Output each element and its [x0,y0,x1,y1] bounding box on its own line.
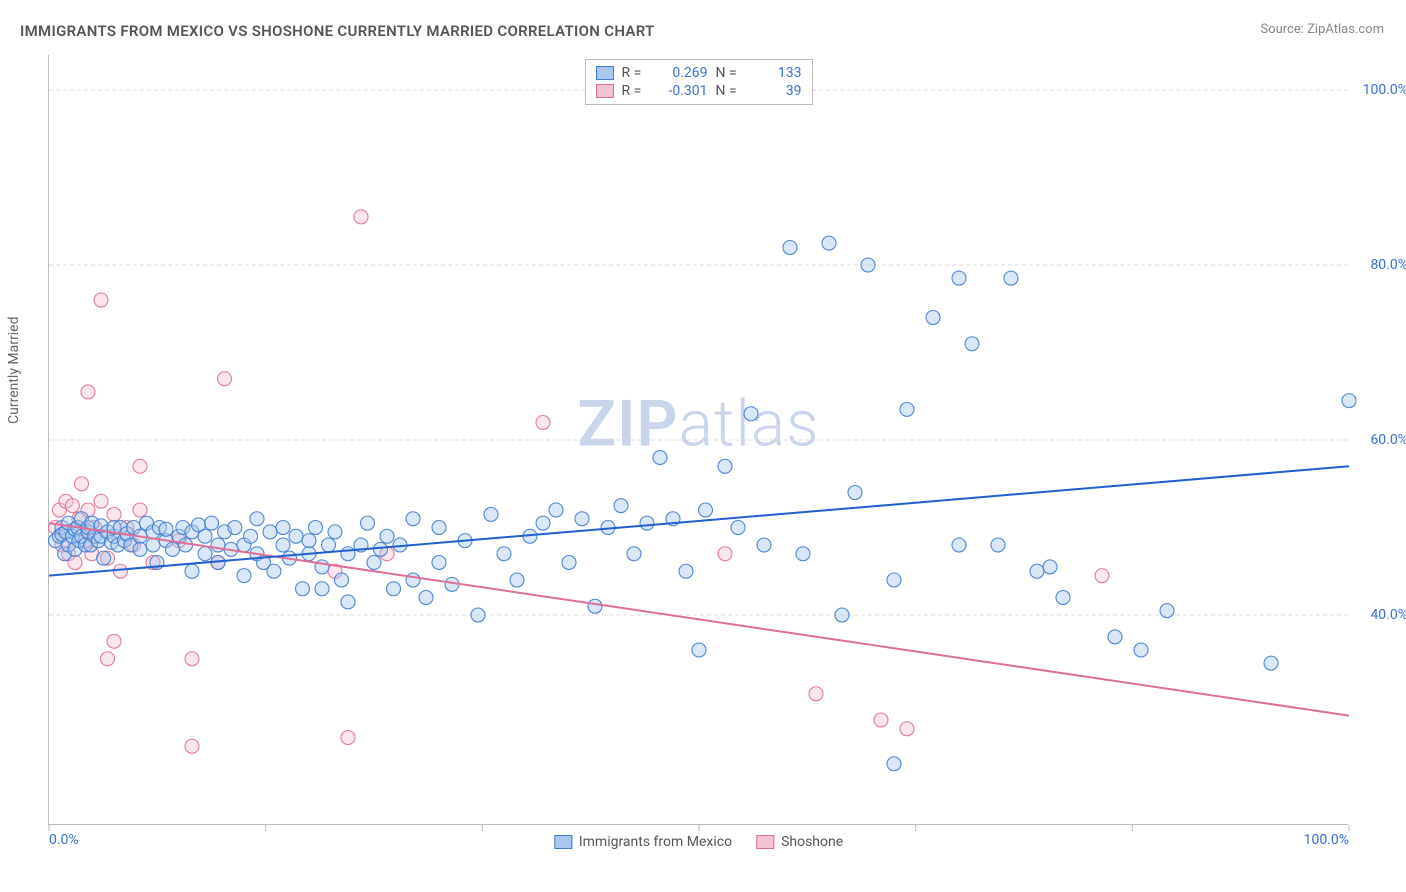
n-label: N = [716,65,744,81]
correlation-legend: R = 0.269 N = 133 R = -0.301 N = 39 [585,59,813,105]
source-attribution: Source: ZipAtlas.com [1260,22,1384,37]
n-value: 133 [752,65,802,81]
legend-item-series2: Shoshone [756,834,843,850]
y-tick-label: 80.0% [1353,257,1406,273]
r-value: 0.269 [658,65,708,81]
legend-row-series1: R = 0.269 N = 133 [596,64,802,82]
r-label: R = [622,65,650,81]
x-tick-label: 0.0% [49,832,79,848]
legend-item-series1: Immigrants from Mexico [554,834,732,850]
y-tick-label: 40.0% [1353,607,1406,623]
series-legend: Immigrants from Mexico Shoshone [554,834,843,850]
legend-swatch [756,835,774,849]
r-value: -0.301 [658,83,708,99]
y-tick-label: 60.0% [1353,432,1406,448]
r-label: R = [622,83,650,99]
legend-label: Shoshone [781,834,843,850]
legend-row-series2: R = -0.301 N = 39 [596,82,802,100]
legend-swatch [596,66,614,80]
chart-title: IMMIGRANTS FROM MEXICO VS SHOSHONE CURRE… [20,22,655,40]
legend-label: Immigrants from Mexico [579,834,732,850]
x-tick-label: 100.0% [1304,832,1349,848]
y-axis-label: Currently Married [6,317,22,424]
y-tick-label: 100.0% [1353,82,1406,98]
plot-area: ZIPatlas R = 0.269 N = 133 R = -0.301 N … [48,55,1348,825]
trend-line-series2 [49,523,1349,716]
legend-swatch [554,835,572,849]
trend-layer [49,55,1349,825]
trend-line-series1 [49,466,1349,575]
n-value: 39 [752,83,802,99]
legend-swatch [596,84,614,98]
n-label: N = [716,83,744,99]
